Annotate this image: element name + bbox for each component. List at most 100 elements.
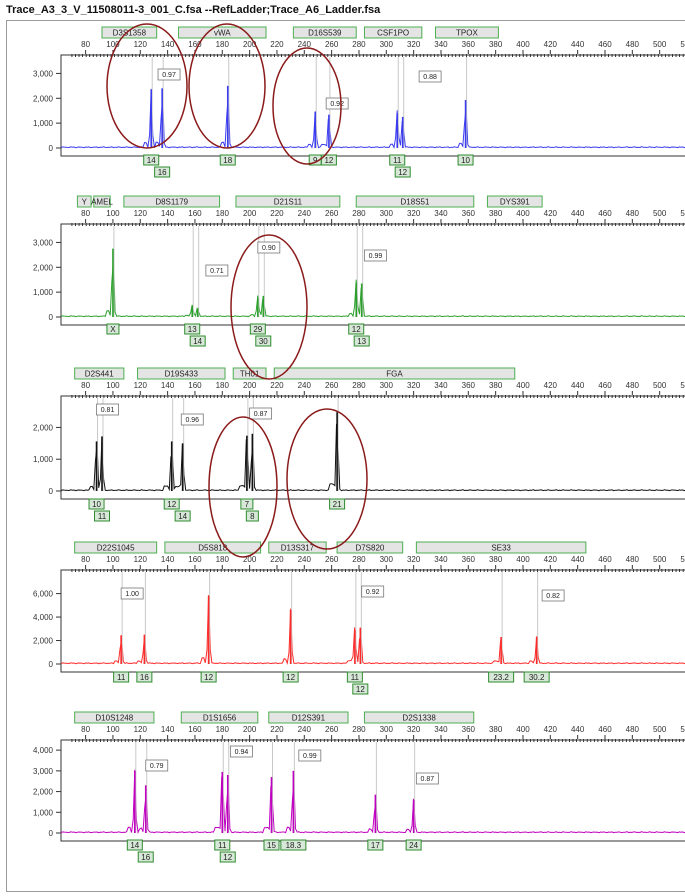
x-tick-label: 100 [106,381,120,390]
locus-label: D18S51 [401,198,430,207]
x-tick-label: 420 [544,725,558,734]
x-tick-label: 320 [407,209,421,218]
peak-ratio-box [96,403,119,416]
peak-ratio-box [180,413,204,426]
x-tick-label: 400 [516,725,530,734]
annotation-circle [272,47,342,165]
locus-label: TPOX [456,29,478,38]
allele-box [88,498,105,510]
peak-ratio-box [418,70,442,83]
x-tick-label: 500 [653,381,667,390]
x-tick-label: 100 [106,555,120,564]
x-tick-label: 480 [626,209,640,218]
allele-label: 13 [188,325,197,334]
locus-label: D3S1358 [113,29,147,38]
allele-label: 11 [351,673,360,682]
locus-marker [268,541,327,554]
x-tick-label: 120 [134,40,148,49]
x-tick-label: 140 [161,40,175,49]
annotation-circle [286,408,368,550]
x-tick-label: 480 [626,40,640,49]
x-tick-label: 220 [270,381,284,390]
allele-box [282,671,299,683]
peak-ratio-box [157,68,181,81]
window-title: Trace_A3_3_V_11508011-3_001_C.fsa --RefL… [6,4,381,16]
allele-box [174,510,191,522]
allele-box [245,510,259,522]
allele-label: 12 [167,500,176,509]
allele-box [405,839,422,851]
x-tick-label: 320 [407,40,421,49]
trace-line [60,88,685,149]
x-tick-label: 380 [489,209,503,218]
locus-label: D2S1338 [402,714,436,723]
x-tick-label: 480 [626,725,640,734]
locus-label: D1S1656 [203,714,237,723]
allele-label: 18.3 [286,841,302,850]
x-tick-label: 340 [434,209,448,218]
annotation-circle [106,23,188,149]
x-tick-label: 340 [434,725,448,734]
allele-label: 30 [259,337,268,346]
allele-label: 7 [245,500,250,509]
peak-ratio-box [415,772,439,785]
trace-line [60,259,685,318]
x-tick-label: 120 [134,381,148,390]
y-tick-label: 0 [49,487,54,496]
locus-label: FGA [386,370,403,379]
x-tick-label: 100 [106,40,120,49]
peak-ratio-label: 0.82 [546,593,560,600]
trace-line [60,769,685,835]
y-tick-label: 1,000 [33,808,54,817]
x-tick-label: 80 [81,381,90,390]
locus-marker [123,195,221,208]
locus-label: D7S820 [355,544,384,553]
annotation-circle [208,416,278,558]
locus-label: D8S1179 [155,198,188,207]
allele-label: 21 [333,500,342,509]
peak-ratio-label: 0.81 [101,407,115,414]
allele-box [189,335,206,347]
x-tick-label: 100 [106,209,120,218]
locus-marker [137,367,226,380]
x-tick-label: 220 [270,555,284,564]
x-tick-label: 240 [298,209,312,218]
allele-label: 11 [98,512,107,521]
x-tick-label: 140 [161,725,175,734]
x-tick-label: 140 [161,209,175,218]
peak-ratio-label: 0.88 [423,74,437,81]
x-tick-label: 300 [380,725,394,734]
locus-marker [74,367,125,380]
x-tick-label: 200 [243,40,257,49]
x-tick-label: 360 [462,555,476,564]
y-tick-label: 3,000 [33,69,54,78]
x-tick-label: 460 [598,40,612,49]
y-tick-label: 1,000 [33,119,54,128]
locus-marker [415,541,587,554]
peak-ratio-box [257,241,281,254]
peak-ratio-label: 0.71 [210,268,224,275]
x-tick-label: 200 [243,209,257,218]
x-tick-label: 480 [626,555,640,564]
x-tick-label: 240 [298,725,312,734]
x-tick-label: 80 [81,40,90,49]
peak-ratio-label: 0.92 [330,101,344,108]
peak-ratio-label: 0.79 [150,763,164,770]
x-tick-label: 320 [407,555,421,564]
x-tick-label: 120 [134,209,148,218]
x-tick-label: 180 [216,40,230,49]
x-tick-label: 340 [434,381,448,390]
y-tick-label: 2,000 [33,263,54,272]
locus-marker [355,195,475,208]
allele-label: 12 [204,673,213,682]
x-tick-label: 360 [462,381,476,390]
x-tick-label: 160 [188,555,202,564]
x-tick-label: 80 [81,209,90,218]
peak-ratio-box [249,407,273,420]
x-tick-label: 160 [188,725,202,734]
x-tick-label: 480 [626,381,640,390]
